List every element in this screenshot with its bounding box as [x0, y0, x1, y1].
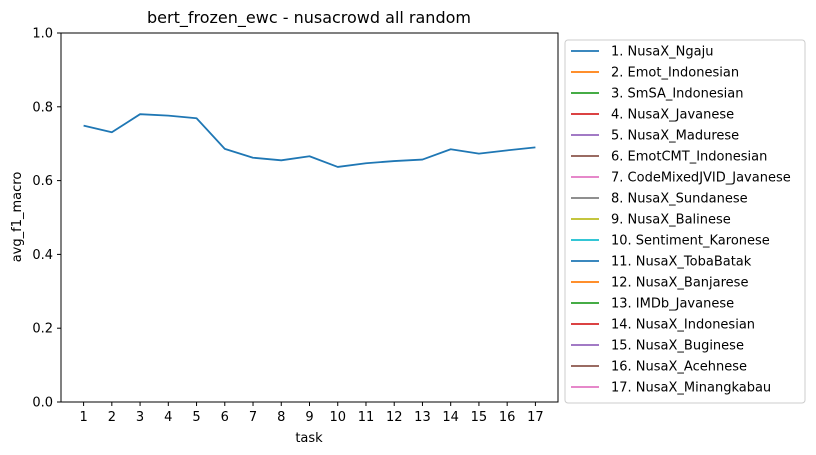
plot-frame: [60, 32, 559, 403]
x-axis-label: task: [295, 431, 323, 446]
y-tick-label: 0.4: [32, 248, 53, 263]
legend-entry: 14. NusaX_Indonesian: [611, 318, 755, 333]
y-tick-label: 0.8: [32, 100, 53, 115]
plot-area: [60, 32, 559, 403]
legend-entry: 16. NusaX_Acehnese: [611, 360, 747, 375]
x-tick-label: 2: [108, 410, 116, 425]
legend-entry: 8. NusaX_Sundanese: [611, 192, 748, 207]
x-tick-label: 12: [386, 410, 403, 425]
y-axis: 0.0 0.2 0.4 0.6 0.8 1.0: [32, 27, 61, 411]
x-tick-label: 17: [527, 410, 544, 425]
x-tick-label: 13: [414, 410, 431, 425]
x-tick-label: 1: [79, 410, 87, 425]
legend-entry: 17. NusaX_Minangkabau: [611, 381, 771, 396]
legend-entry: 12. NusaX_Banjarese: [611, 276, 748, 291]
legend-entry: 11. NusaX_TobaBatak: [611, 255, 752, 270]
series-line: [83, 113, 536, 168]
legend-entry: 5. NusaX_Madurese: [611, 129, 739, 144]
series-layer: [83, 113, 536, 168]
x-tick-label: 9: [305, 410, 313, 425]
y-tick-label: 0.2: [32, 322, 53, 337]
legend-entry: 9. NusaX_Balinese: [611, 213, 731, 228]
x-tick-label: 15: [471, 410, 488, 425]
chart-title: bert_frozen_ewc - nusacrowd all random: [147, 8, 471, 28]
x-tick-label: 3: [136, 410, 144, 425]
legend-entry: 10. Sentiment_Karonese: [611, 234, 770, 249]
x-axis: 1 2 3 4 5 6 7 8 9 10 11 12 13 14 15 16 17: [79, 402, 544, 425]
legend-entry: 13. IMDb_Javanese: [611, 297, 734, 312]
legend-entry: 7. CodeMixedJVID_Javanese: [611, 171, 791, 186]
legend-entry: 1. NusaX_Ngaju: [611, 45, 713, 60]
legend-box: [564, 39, 806, 404]
x-tick-label: 8: [277, 410, 285, 425]
x-tick-label: 6: [221, 410, 229, 425]
legend: 1. NusaX_Ngaju 2. Emot_Indonesian 3. SmSA_…: [564, 39, 806, 404]
x-tick-label: 11: [358, 410, 375, 425]
legend-entry: 15. NusaX_Buginese: [611, 339, 744, 354]
y-axis-label: avg_f1_macro: [10, 172, 25, 263]
x-tick-label: 10: [329, 410, 346, 425]
x-tick-label: 16: [499, 410, 516, 425]
legend-entry: 3. SmSA_Indonesian: [611, 87, 743, 102]
y-tick-label: 0.0: [32, 396, 53, 411]
x-tick-label: 7: [249, 410, 257, 425]
legend-entry: 4. NusaX_Javanese: [611, 108, 734, 123]
x-tick-label: 5: [192, 410, 200, 425]
legend-entry: 2. Emot_Indonesian: [611, 66, 739, 81]
legend-entry: 6. EmotCMT_Indonesian: [611, 150, 767, 165]
x-tick-label: 4: [164, 410, 172, 425]
y-tick-label: 0.6: [32, 174, 53, 189]
y-tick-label: 1.0: [32, 27, 53, 42]
x-tick-label: 14: [442, 410, 459, 425]
